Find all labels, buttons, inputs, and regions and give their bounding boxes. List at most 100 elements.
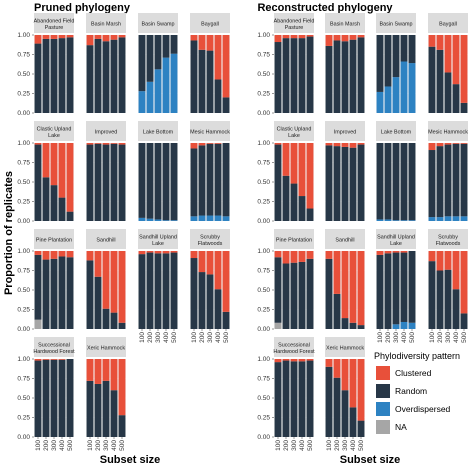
bar-segment-overdispersed [384,86,392,113]
facet-label: Pine Plantation [276,238,312,244]
facet-label: Baygall [201,22,219,28]
facet-label: Sandhill Upland [139,234,177,240]
x-tick-label: 100 [35,440,42,451]
bar-segment-random [357,37,365,114]
x-tick-label: 400 [350,440,357,451]
facet-strip [190,229,230,249]
bar-segment-random [86,144,94,221]
bar-segment-overdispersed [376,219,384,221]
bar-segment-random [460,102,468,113]
x-axis-title-left: Subset size [100,454,161,466]
bar-segment-random [102,380,110,437]
bar-segment-random [86,260,94,329]
x-tick-label: 300 [445,332,452,343]
y-tick-label: 0.00 [257,218,270,225]
y-tick-label: 0.75 [257,376,270,383]
bar-segment-clustered [102,143,110,145]
x-tick-label: 100 [275,440,282,451]
bar-segment-random [198,272,206,329]
facet-strip [138,13,178,33]
bar-segment-clustered [118,35,126,38]
bar-segment-clustered [198,251,206,273]
x-tick-label: 200 [147,332,154,343]
facet-label: Successional [38,342,70,348]
facet-label: Clastic Upland [277,126,312,132]
bar-segment-clustered [341,359,349,391]
bar-segment-random [428,150,436,218]
bar-segment-random [400,252,408,322]
facet-label: Flatwoods [198,241,223,247]
bar-segment-overdispersed [170,53,178,113]
y-tick-label: 0.75 [257,52,270,59]
bar-segment-clustered [428,251,436,262]
x-tick-label: 200 [437,332,444,343]
bar-segment-random [298,361,306,437]
bar-segment-random [452,143,460,217]
bar-segment-random [146,252,154,329]
bar-segment-random [146,35,154,82]
bar-segment-clustered [349,143,357,148]
bar-segment-overdispersed [392,220,400,221]
x-tick-label: 100 [139,332,146,343]
bar-segment-random [298,261,306,329]
bar-segment-random [325,145,333,221]
bar-segment-clustered [42,143,50,178]
bar-segment-random [282,175,290,221]
facet-strip [34,13,74,33]
bar-segment-overdispersed [408,63,416,113]
y-tick-label: 0.50 [17,395,30,402]
bar-segment-random [349,322,357,329]
facet-label: Basin Marsh [330,22,360,28]
bar-segment-clustered [42,35,50,39]
bar-segment-clustered [460,35,468,103]
bar-segment-random [290,38,298,114]
bar-segment-random [298,196,306,221]
bar-segment-na [34,319,42,329]
bar-segment-clustered [290,251,298,263]
bar-segment-clustered [162,251,170,254]
bar-segment-overdispersed [154,69,162,113]
facet-label: Xeric Hammock [87,346,125,352]
bar-segment-clustered [94,359,102,384]
y-tick-label: 1.00 [17,356,30,363]
chart-title: Pruned phylogeny [34,2,131,14]
x-tick-label: 200 [334,440,341,451]
bar-segment-random [58,359,66,437]
bar-segment-clustered [333,251,341,294]
bar-segment-clustered [274,251,282,258]
facet-label: Lake Bottom [381,130,412,136]
facet-strip [325,337,365,357]
facet-label: Improved [95,130,117,136]
y-tick-label: 0.25 [257,91,270,98]
facet-panel: Sandhill [325,229,365,330]
x-tick-label: 500 [223,332,230,343]
bar-segment-clustered [452,251,460,290]
facet-strip [138,121,178,141]
y-tick-label: 0.00 [17,110,30,117]
bar-segment-clustered [444,35,452,73]
legend-label: Overdispersed [395,404,451,414]
bar-segment-overdispersed [146,81,154,113]
bar-segment-clustered [50,359,58,360]
legend-label: NA [395,422,407,432]
bar-segment-random [392,252,400,325]
y-tick-label: 0.25 [257,307,270,314]
y-tick-label: 1.00 [17,248,30,255]
bar-segment-random [357,144,365,221]
bar-segment-random [42,38,50,113]
bar-segment-random [349,407,357,437]
bar-segment-random [376,143,384,220]
facet-label: Flatwoods [436,241,461,247]
y-tick-label: 0.00 [257,434,270,441]
bar-segment-random [206,50,214,113]
bar-segment-overdispersed [214,215,222,221]
x-tick-label: 400 [163,332,170,343]
y-tick-label: 0.00 [17,326,30,333]
bar-segment-clustered [436,35,444,50]
bar-segment-random [34,43,42,113]
x-tick-label: 100 [191,332,198,343]
bar-segment-random [162,253,170,329]
bar-segment-random [58,38,66,114]
bar-segment-random [282,263,290,329]
